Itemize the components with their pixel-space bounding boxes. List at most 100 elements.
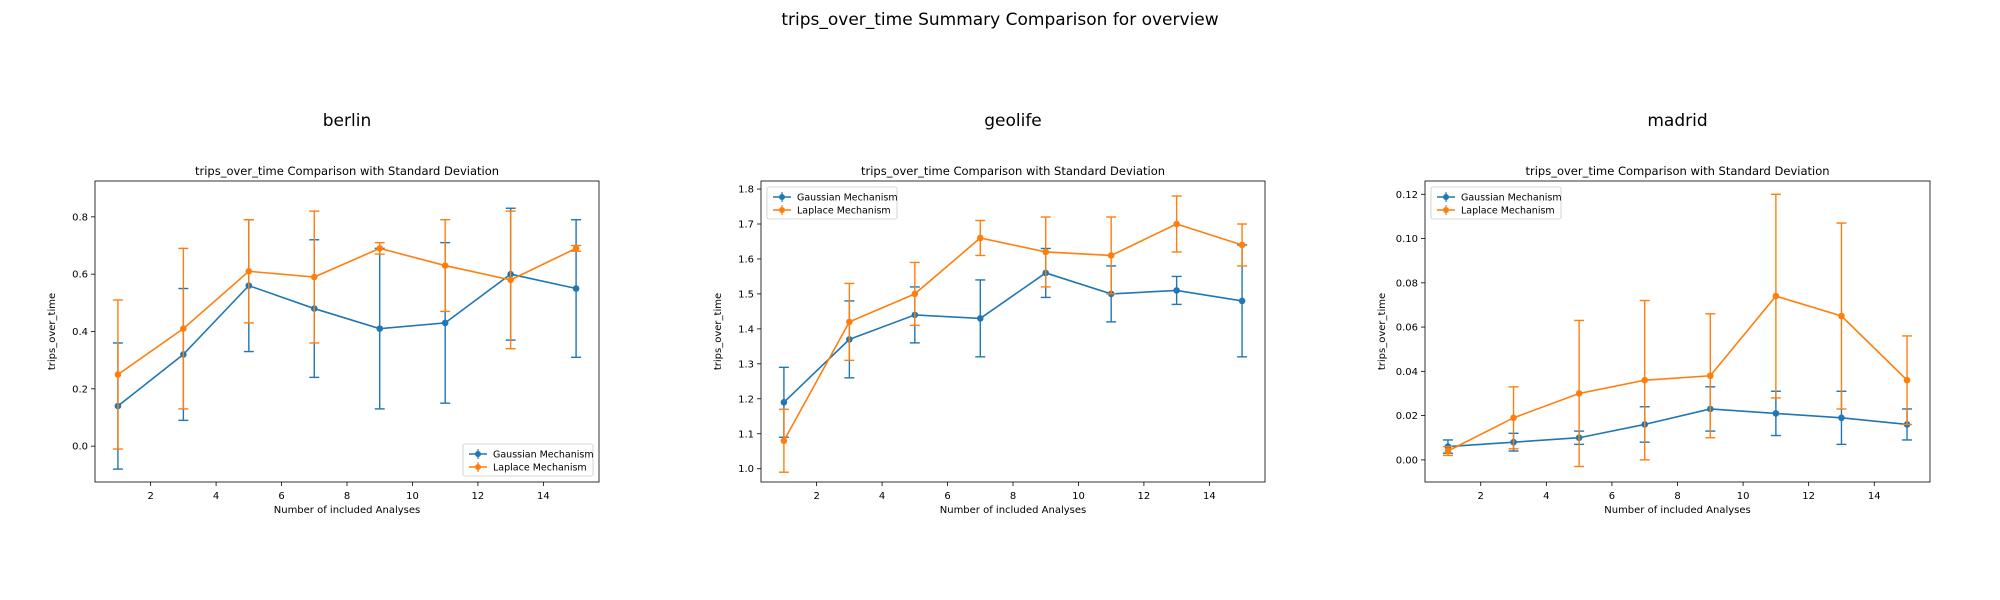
legend: Gaussian Mechanism Laplace Mechanism [766,186,898,220]
legend-marker [1443,207,1449,213]
series-line [117,247,577,376]
data-point [572,285,580,292]
x-tick-label: 6 [1609,491,1615,502]
data-point [1772,292,1780,300]
data-point [780,398,788,406]
data-point [846,318,853,326]
data-point [1238,297,1246,305]
y-tick-label: 0.04 [1396,367,1418,378]
y-tick-label: 0.06 [1396,323,1418,334]
y-tick-label: 0.08 [1396,278,1418,289]
x-tick-label: 10 [406,491,419,502]
data-point [1772,410,1780,417]
x-tick-label: 8 [1010,491,1016,502]
data-point [572,245,580,252]
y-tick-label: 0.0 [72,442,88,453]
series-line [783,223,1243,442]
data-point [1238,241,1246,249]
data-point [780,437,788,445]
y-tick-label: 1.0 [738,464,754,475]
x-tick-label: 8 [1674,491,1680,502]
y-tick-label: 0.6 [72,270,88,281]
x-tick-label: 4 [879,491,885,502]
y-axis-label: trips_over_time [47,293,58,370]
plot-frame [760,180,1266,483]
x-tick-label: 12 [1138,491,1151,502]
series-line [1447,295,1908,452]
data-point [245,268,253,275]
legend-label: Laplace Mechanism [1461,206,1555,217]
data-point [1838,312,1845,320]
data-point [1444,447,1452,455]
data-point [1706,372,1714,380]
data-point [911,290,919,298]
y-axis-label: trips_over_time [1377,293,1388,370]
legend-box [462,443,594,477]
panel-title: berlin [323,111,371,131]
data-point [1838,414,1845,422]
legend: Gaussian Mechanism Laplace Mechanism [1430,186,1562,220]
data-point [976,315,984,322]
legend: Gaussian Mechanism Laplace Mechanism [462,443,594,477]
figure-suptitle: trips_over_time Summary Comparison for o… [781,10,1218,30]
y-tick-label: 1.2 [738,394,754,405]
chart-panel-berlin: berlin trips_over_time Comparison with St… [47,111,600,516]
legend-label: Gaussian Mechanism [1461,193,1562,204]
x-tick-label: 8 [344,491,350,502]
panel-title: madrid [1647,111,1707,131]
series-laplace-mechanism [112,210,582,450]
x-tick-label: 10 [1737,491,1750,502]
series-line [117,273,577,407]
x-tick-label: 2 [813,491,819,502]
x-tick-label: 4 [1543,491,1549,502]
chart-title: trips_over_time Comparison with Standard… [861,164,1165,178]
data-point [441,262,449,269]
data-point [1173,287,1180,294]
chart-title: trips_over_time Comparison with Standard… [1525,164,1829,178]
legend-marker [779,207,785,213]
legend-marker [475,464,481,470]
data-point [441,319,449,327]
y-tick-label: 0.2 [72,384,88,395]
x-axis-label: Number of included Analyses [1604,505,1751,516]
series-laplace-mechanism [1442,193,1913,468]
x-tick-label: 10 [1072,491,1085,502]
series-laplace-mechanism [778,195,1248,473]
y-tick-label: 0.00 [1396,455,1418,466]
data-point [310,273,318,281]
x-tick-label: 14 [537,491,550,502]
x-tick-label: 14 [1868,491,1881,502]
y-axis-label: trips_over_time [713,293,724,370]
legend-marker [1443,194,1449,200]
y-tick-label: 0.10 [1396,234,1418,245]
legend-box [766,186,898,220]
x-axis-label: Number of included Analyses [274,505,421,516]
y-tick-label: 1.3 [738,359,754,370]
series-line [783,272,1243,403]
legend-label: Gaussian Mechanism [797,193,898,204]
x-tick-label: 14 [1203,491,1216,502]
y-tick-label: 1.4 [738,324,754,335]
legend-marker [779,194,785,200]
x-tick-label: 6 [944,491,950,502]
y-tick-label: 1.7 [738,220,754,231]
panel-title: geolife [984,111,1042,131]
y-tick-label: 1.5 [738,289,754,300]
legend-label: Gaussian Mechanism [493,450,594,461]
legend-label: Laplace Mechanism [797,206,891,217]
plot-frame [94,180,600,483]
plot-frame [1424,180,1931,483]
x-tick-label: 2 [147,491,153,502]
data-point [114,371,122,378]
legend-marker [475,451,481,457]
chart-panel-geolife: geolife trips_over_time Comparison with S… [713,111,1266,516]
x-tick-label: 4 [213,491,219,502]
x-axis-label: Number of included Analyses [940,505,1087,516]
y-tick-label: 0.02 [1396,411,1418,422]
data-point [976,234,984,242]
y-tick-label: 0.12 [1396,190,1418,201]
legend-label: Laplace Mechanism [493,463,587,474]
data-point [180,325,187,332]
x-tick-label: 12 [472,491,485,502]
